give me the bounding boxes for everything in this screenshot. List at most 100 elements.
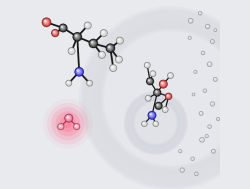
Circle shape (194, 173, 196, 175)
Circle shape (106, 44, 114, 52)
Circle shape (198, 11, 201, 15)
Circle shape (146, 96, 149, 100)
Circle shape (211, 150, 213, 152)
Circle shape (191, 158, 192, 159)
Circle shape (76, 68, 82, 74)
Circle shape (198, 12, 201, 15)
Circle shape (59, 125, 61, 127)
Circle shape (55, 111, 80, 136)
Circle shape (213, 78, 215, 80)
Circle shape (111, 66, 114, 69)
Circle shape (146, 97, 148, 99)
Circle shape (178, 150, 181, 152)
Circle shape (205, 25, 208, 28)
Circle shape (166, 95, 168, 97)
Circle shape (192, 93, 194, 95)
Circle shape (53, 31, 56, 34)
Circle shape (194, 71, 195, 72)
Circle shape (198, 112, 202, 115)
Circle shape (84, 23, 90, 28)
Circle shape (165, 94, 170, 99)
Circle shape (153, 122, 157, 126)
Circle shape (92, 42, 93, 43)
Circle shape (207, 62, 210, 66)
Circle shape (156, 104, 159, 107)
Circle shape (211, 41, 212, 42)
Circle shape (205, 135, 206, 136)
Circle shape (200, 139, 201, 140)
Circle shape (192, 93, 194, 96)
Circle shape (147, 79, 150, 81)
Circle shape (77, 70, 80, 73)
Circle shape (75, 68, 82, 75)
Circle shape (74, 124, 79, 129)
Circle shape (216, 118, 218, 120)
Circle shape (142, 122, 146, 126)
Circle shape (212, 150, 213, 152)
Circle shape (210, 40, 213, 43)
Circle shape (216, 118, 219, 121)
Circle shape (154, 122, 155, 124)
Circle shape (155, 91, 157, 93)
Circle shape (216, 118, 218, 120)
Circle shape (42, 18, 51, 27)
Circle shape (54, 32, 55, 33)
Circle shape (188, 36, 190, 39)
Circle shape (60, 25, 65, 30)
Circle shape (43, 19, 50, 26)
Circle shape (100, 53, 102, 56)
Circle shape (116, 38, 122, 43)
Circle shape (73, 123, 80, 130)
Circle shape (168, 73, 172, 78)
Circle shape (42, 18, 50, 26)
Circle shape (154, 91, 158, 94)
Circle shape (199, 112, 201, 114)
Circle shape (58, 124, 63, 129)
Circle shape (154, 122, 156, 125)
Circle shape (181, 169, 182, 170)
Circle shape (146, 64, 147, 65)
Circle shape (190, 157, 194, 161)
Circle shape (188, 37, 189, 38)
Circle shape (192, 94, 193, 95)
Circle shape (145, 95, 150, 101)
Circle shape (112, 67, 113, 68)
Circle shape (211, 149, 214, 153)
Circle shape (195, 173, 196, 174)
Circle shape (109, 47, 110, 48)
Circle shape (156, 104, 160, 107)
Circle shape (210, 40, 212, 42)
Circle shape (88, 81, 89, 83)
Circle shape (187, 36, 191, 40)
Circle shape (147, 79, 151, 83)
Circle shape (70, 50, 71, 51)
Circle shape (205, 135, 207, 137)
Circle shape (154, 90, 157, 93)
Circle shape (198, 12, 200, 14)
Circle shape (61, 26, 63, 28)
Circle shape (69, 48, 73, 53)
Circle shape (178, 150, 180, 152)
Circle shape (188, 18, 192, 23)
Circle shape (208, 63, 210, 65)
Circle shape (194, 71, 195, 72)
Circle shape (158, 80, 167, 88)
Circle shape (99, 52, 103, 57)
Circle shape (155, 91, 157, 93)
Circle shape (208, 126, 209, 127)
Circle shape (69, 49, 71, 51)
Circle shape (191, 158, 192, 159)
Circle shape (208, 126, 209, 127)
Circle shape (98, 51, 105, 58)
Circle shape (194, 71, 195, 72)
Circle shape (98, 52, 104, 57)
Circle shape (86, 24, 88, 26)
Circle shape (86, 24, 88, 27)
Circle shape (210, 103, 212, 105)
Circle shape (116, 58, 119, 61)
Circle shape (118, 39, 120, 42)
Circle shape (52, 31, 57, 35)
Circle shape (160, 82, 164, 86)
Circle shape (75, 35, 78, 38)
Circle shape (194, 172, 197, 176)
